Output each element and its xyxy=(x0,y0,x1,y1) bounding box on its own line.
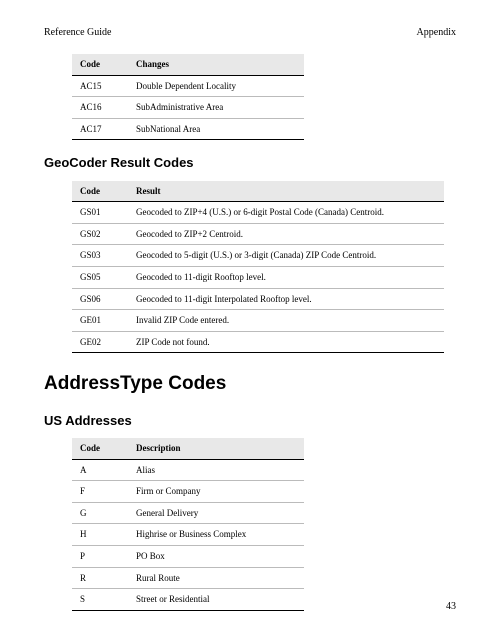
col-header: Result xyxy=(128,181,444,202)
changes-table: Code Changes AC15Double Dependent Locali… xyxy=(72,54,304,140)
col-header: Code xyxy=(72,181,128,202)
table-row: SStreet or Residential xyxy=(72,589,304,611)
col-header: Code xyxy=(72,54,128,75)
table-row: AC15Double Dependent Locality xyxy=(72,75,304,97)
col-header: Code xyxy=(72,438,128,459)
table-row: AC17SubNational Area xyxy=(72,118,304,140)
table-row: GS01Geocoded to ZIP+4 (U.S.) or 6-digit … xyxy=(72,202,444,224)
table-row: GGeneral Delivery xyxy=(72,502,304,524)
table-row: GS02Geocoded to ZIP+2 Centroid. xyxy=(72,223,444,245)
table-row: AAlias xyxy=(72,459,304,481)
table-row: AC16SubAdministrative Area xyxy=(72,97,304,119)
page-header: Reference Guide Appendix xyxy=(44,26,456,40)
table-row: GS03Geocoded to 5-digit (U.S.) or 3-digi… xyxy=(72,245,444,267)
section-heading-us-addresses: US Addresses xyxy=(44,412,456,430)
table-row: RRural Route xyxy=(72,567,304,589)
table-row: GS06Geocoded to 11-digit Interpolated Ro… xyxy=(72,288,444,310)
section-heading-geocoder: GeoCoder Result Codes xyxy=(44,154,456,172)
page-number: 43 xyxy=(446,600,456,614)
main-heading-addresstype: AddressType Codes xyxy=(44,371,456,398)
table-row: FFirm or Company xyxy=(72,481,304,503)
table-row: PPO Box xyxy=(72,546,304,568)
header-left: Reference Guide xyxy=(44,26,111,40)
us-address-table: Code Description AAlias FFirm or Company… xyxy=(72,438,304,611)
col-header: Changes xyxy=(128,54,304,75)
table-row: GS05Geocoded to 11-digit Rooftop level. xyxy=(72,266,444,288)
table-row: GE02ZIP Code not found. xyxy=(72,331,444,353)
table-row: GE01Invalid ZIP Code entered. xyxy=(72,310,444,332)
geocoder-table: Code Result GS01Geocoded to ZIP+4 (U.S.)… xyxy=(72,181,444,354)
table-row: HHighrise or Business Complex xyxy=(72,524,304,546)
header-right: Appendix xyxy=(417,26,456,40)
col-header: Description xyxy=(128,438,304,459)
